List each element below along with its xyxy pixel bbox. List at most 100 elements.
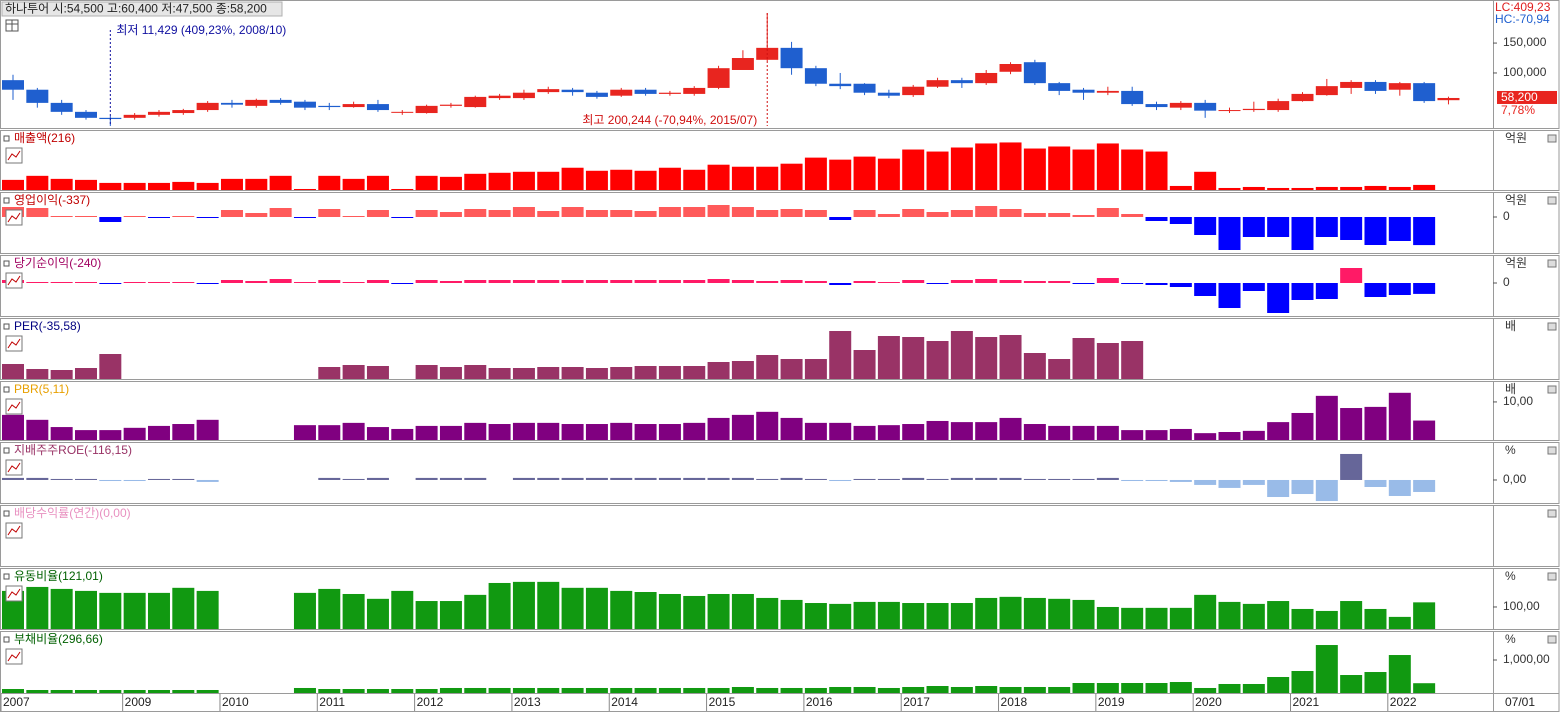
panel-close	[1547, 385, 1557, 394]
bar	[804, 478, 827, 480]
x-tick-label: 2014	[611, 695, 638, 709]
bar	[123, 427, 146, 440]
header-box	[1, 1, 283, 17]
bar	[1194, 283, 1217, 296]
bar	[1291, 479, 1314, 495]
chart-icon	[5, 272, 23, 289]
bar	[1267, 676, 1290, 693]
bar	[99, 354, 122, 379]
bar	[318, 280, 341, 283]
bar	[1315, 283, 1338, 299]
candle-body	[1242, 108, 1265, 111]
bar	[342, 422, 365, 440]
bar	[902, 424, 925, 440]
bar	[172, 587, 195, 629]
bar	[391, 188, 414, 190]
bar	[537, 211, 560, 217]
bar	[512, 171, 535, 190]
bar	[439, 425, 462, 440]
bar	[561, 477, 584, 480]
bar	[488, 280, 511, 283]
bar	[975, 477, 998, 480]
bar	[366, 366, 389, 379]
bar	[415, 689, 438, 693]
bar	[731, 280, 754, 283]
bar	[366, 210, 389, 217]
bar	[2, 414, 24, 440]
bar	[318, 477, 341, 480]
bar	[975, 422, 998, 440]
bar	[1072, 283, 1095, 284]
bar	[1364, 283, 1387, 297]
last-price-box	[1497, 90, 1557, 104]
bar	[999, 335, 1022, 379]
bar	[415, 425, 438, 440]
bar	[1340, 268, 1363, 283]
candle-body	[1048, 83, 1071, 91]
bar	[50, 282, 73, 283]
bar	[147, 182, 170, 190]
y-tick-label: 100,000	[1503, 65, 1547, 79]
panel-unit: %	[1505, 443, 1516, 457]
candle-body	[1072, 89, 1095, 93]
bar	[415, 280, 438, 283]
title-marker	[3, 386, 10, 393]
panel-title: 당기순이익(-240)	[14, 256, 101, 270]
bar	[1291, 412, 1314, 440]
y-tick-label: 0,00	[1503, 472, 1527, 486]
indicator-panel	[0, 505, 1494, 567]
candle-body	[1267, 101, 1290, 111]
bar	[1145, 283, 1168, 285]
icon-line	[7, 462, 21, 473]
bar	[1315, 610, 1338, 629]
bar	[1145, 479, 1168, 482]
bar	[1121, 607, 1144, 629]
bar	[926, 603, 949, 629]
bar	[1121, 683, 1144, 693]
bar	[196, 689, 219, 693]
bar	[829, 283, 852, 285]
bar	[269, 175, 292, 190]
bar	[829, 159, 852, 190]
bar	[731, 361, 754, 379]
candle-body	[245, 99, 268, 106]
candle-body	[1413, 83, 1436, 102]
bar	[1364, 185, 1387, 190]
x-tick-label: 2017	[903, 695, 930, 709]
bar	[172, 689, 195, 693]
bar	[1194, 217, 1217, 235]
bar	[1267, 601, 1290, 629]
bar	[1121, 214, 1144, 217]
lc-label: LC:409,23	[1495, 0, 1551, 14]
bar	[877, 336, 900, 379]
candle-body	[731, 58, 754, 70]
chart-icon	[5, 459, 23, 476]
bar	[318, 209, 341, 217]
candle-body	[1169, 102, 1192, 108]
bar	[245, 213, 268, 217]
bar	[464, 173, 487, 190]
bar	[731, 414, 754, 440]
candle-body	[877, 92, 900, 96]
candle-body	[1291, 93, 1314, 102]
bar	[561, 280, 584, 283]
bar	[1145, 607, 1168, 629]
bar	[512, 368, 535, 379]
bar	[342, 689, 365, 693]
bar	[123, 216, 146, 217]
bar	[1388, 616, 1411, 629]
bar	[26, 175, 49, 190]
bar	[1169, 185, 1192, 190]
bar	[50, 178, 73, 190]
bar	[342, 282, 365, 283]
bar	[1169, 479, 1192, 482]
bar	[829, 686, 852, 693]
bar	[658, 280, 681, 283]
bar	[683, 207, 706, 217]
bar	[464, 687, 487, 693]
bar	[464, 594, 487, 629]
bar	[1218, 187, 1241, 190]
panel-close	[1547, 635, 1557, 644]
candle-body	[1121, 90, 1144, 105]
